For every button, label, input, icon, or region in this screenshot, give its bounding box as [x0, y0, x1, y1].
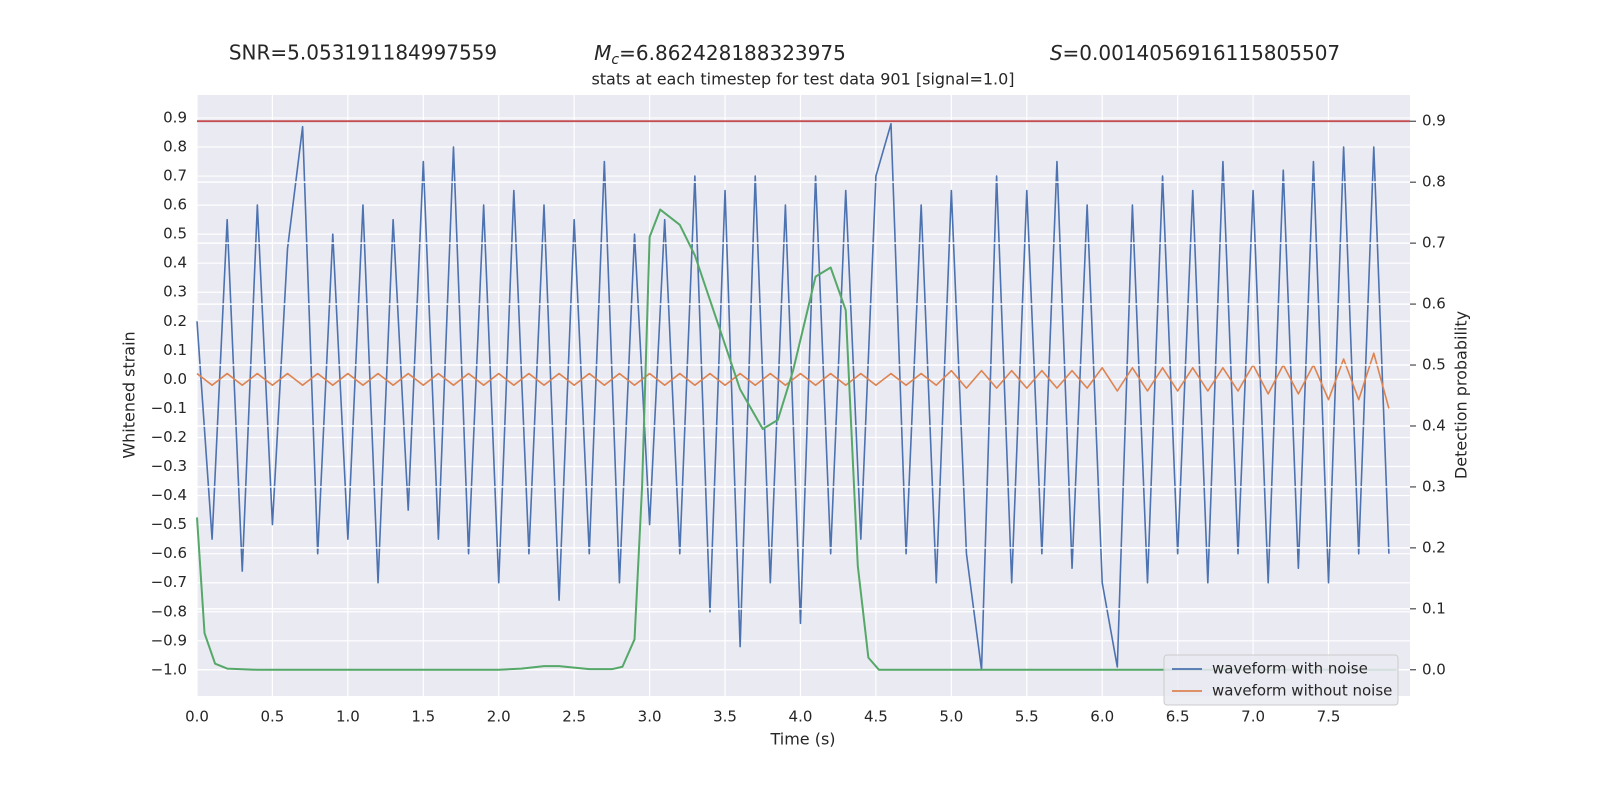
- y-tick-label: 0.6: [163, 196, 187, 214]
- y-tick-label: −0.9: [151, 631, 187, 649]
- symbol: M: [594, 41, 611, 65]
- y-tick-label: −0.2: [151, 428, 187, 446]
- x-tick-label: 2.5: [562, 708, 586, 726]
- x-tick-label: 6.5: [1166, 708, 1190, 726]
- x-tick-label: 2.0: [487, 708, 511, 726]
- value: =6.862428188323975: [619, 41, 846, 65]
- x-tick-label: 7.0: [1241, 708, 1265, 726]
- y-tick-label: 0.2: [163, 312, 187, 330]
- x-tick-label: 0.5: [261, 708, 285, 726]
- x-tick-label: 3.5: [713, 708, 737, 726]
- y2-axis-label: Detection probability: [1452, 311, 1471, 479]
- x-axis-label: Time (s): [769, 730, 835, 749]
- y-tick-label: −0.7: [151, 573, 187, 591]
- chart-title: stats at each timestep for test data 901…: [591, 70, 1014, 89]
- x-tick-label: 3.0: [638, 708, 662, 726]
- y2-tick-label: 0.6: [1422, 295, 1446, 313]
- series-line: [196, 352, 1390, 409]
- y2-tick-label: 0.9: [1422, 112, 1446, 130]
- x-tick-label: 4.0: [789, 708, 813, 726]
- y-tick-label: −0.5: [151, 515, 187, 533]
- y2-tick-label: 0.3: [1422, 477, 1446, 495]
- x-tick-label: 5.0: [939, 708, 963, 726]
- legend-box: [1163, 654, 1399, 706]
- x-tick-label: 7.5: [1317, 708, 1341, 726]
- x-tick-label: 4.5: [864, 708, 888, 726]
- y-tick-label: −0.4: [151, 486, 187, 504]
- y-tick-label: 0.9: [163, 108, 187, 126]
- y2-tick-label: 0.0: [1422, 660, 1446, 678]
- value: =0.0014056916115805507: [1063, 41, 1341, 65]
- s-annotation: S=0.0014056916115805507: [1050, 41, 1340, 65]
- y-tick-label: −1.0: [151, 660, 187, 678]
- y-axis-label: Whitened strain: [120, 331, 139, 458]
- series-line: [196, 122, 1390, 671]
- y-tick-label: −0.3: [151, 457, 187, 475]
- x-tick-label: 5.5: [1015, 708, 1039, 726]
- y2-tick-label: 0.8: [1422, 173, 1446, 191]
- y-tick-label: 0.3: [163, 283, 187, 301]
- y-tick-label: −0.1: [151, 399, 187, 417]
- y-tick-label: 0.0: [163, 370, 187, 388]
- y2-tick-label: 0.4: [1422, 416, 1446, 434]
- x-tick-label: 6.0: [1090, 708, 1114, 726]
- x-tick-label: 1.5: [411, 708, 435, 726]
- mc-annotation: Mc=6.862428188323975: [594, 41, 846, 69]
- y-tick-label: 0.4: [163, 254, 187, 272]
- plot-area: [197, 95, 1410, 696]
- y-tick-label: −0.6: [151, 544, 187, 562]
- y-tick-label: 0.7: [163, 167, 187, 185]
- snr-annotation: SNR=5.053191184997559: [229, 41, 497, 65]
- y-tick-label: 0.1: [163, 341, 187, 359]
- x-tick-label: 1.0: [336, 708, 360, 726]
- y2-tick-label: 0.7: [1422, 234, 1446, 252]
- y2-tick-label: 0.5: [1422, 356, 1446, 374]
- legend-label: waveform with noise: [1212, 660, 1368, 678]
- y-tick-label: 0.5: [163, 225, 187, 243]
- y2-tick-label: 0.2: [1422, 538, 1446, 556]
- y-tick-label: 0.8: [163, 137, 187, 155]
- symbol: S: [1050, 41, 1063, 65]
- y-tick-label: −0.8: [151, 602, 187, 620]
- subscript: c: [611, 52, 619, 68]
- series-line: [196, 208, 1397, 671]
- legend-label: waveform without noise: [1212, 682, 1392, 700]
- x-tick-label: 0.0: [185, 708, 209, 726]
- y2-tick-label: 0.1: [1422, 599, 1446, 617]
